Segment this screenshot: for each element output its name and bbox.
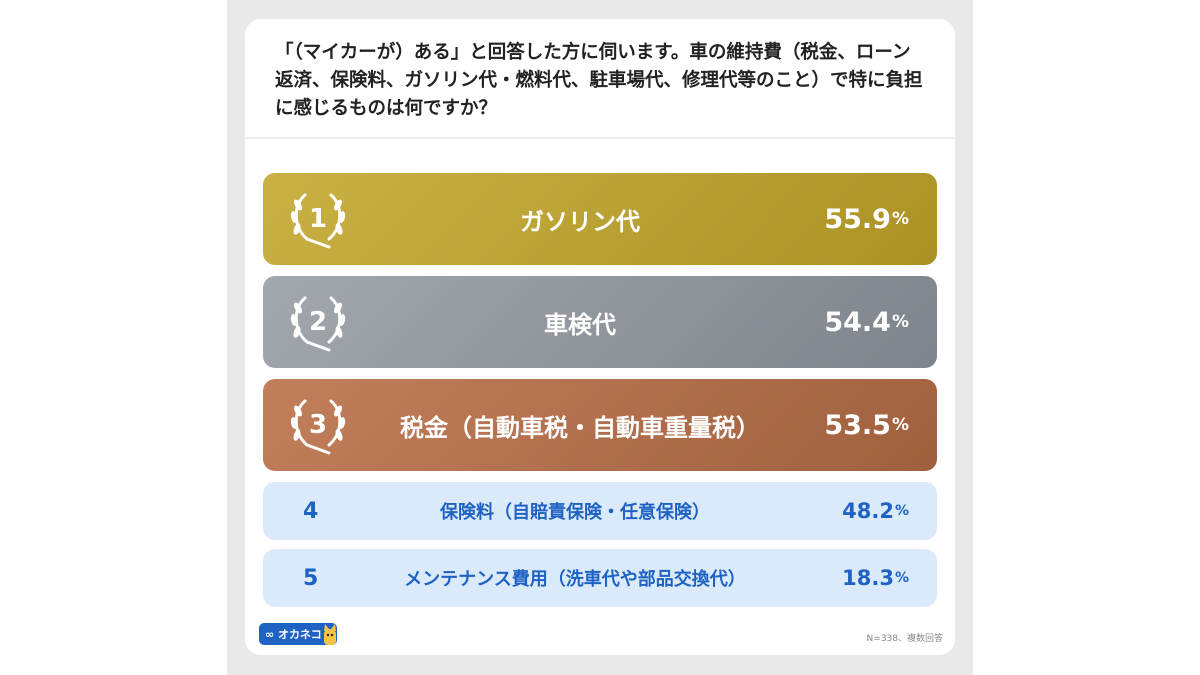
rank-number: 4 <box>303 498 319 524</box>
divider <box>245 137 955 139</box>
rank-row-1: 1 ガソリン代 55.9% <box>263 173 937 265</box>
unit-label: % <box>894 503 909 519</box>
row-value: 18.3% <box>842 549 909 607</box>
rank-number: 2 <box>309 307 327 337</box>
value-number: 54.4 <box>824 306 891 338</box>
row-label: メンテナンス費用（洗車代や部品交換代） <box>404 569 746 590</box>
value-number: 48.2 <box>842 499 894 523</box>
unit-label: % <box>891 415 909 435</box>
sample-note: N=338、複数回答 <box>866 634 943 644</box>
okaneko-logo: ∞ オカネコ <box>259 623 337 645</box>
rank-row-5: 5 メンテナンス費用（洗車代や部品交換代） 18.3% <box>263 549 937 607</box>
cat-mascot-icon <box>324 624 336 645</box>
value-number: 53.5 <box>824 409 891 441</box>
question-text: 「（マイカーが）ある」と回答した方に伺います。車の維持費（税金、ローン返済、保険… <box>275 42 923 119</box>
laurel-wreath-icon: 2 <box>290 296 346 352</box>
logo-text: ∞ オカネコ <box>265 628 322 641</box>
unit-label: % <box>894 570 909 586</box>
row-value: 53.5% <box>824 379 909 471</box>
value-number: 55.9 <box>824 203 891 235</box>
row-value: 54.4% <box>824 276 909 368</box>
row-value: 48.2% <box>842 482 909 540</box>
laurel-wreath-icon: 3 <box>290 399 346 455</box>
rank-number: 1 <box>309 204 327 234</box>
rank-row-3: 3 税金（自動車税・自動車重量税） 53.5% <box>263 379 937 471</box>
rank-number: 3 <box>309 410 327 440</box>
row-value: 55.9% <box>824 173 909 265</box>
rank-number: 5 <box>303 565 319 591</box>
row-label: 車検代 <box>544 310 616 339</box>
row-label: 保険料（自賠責保険・任意保険） <box>440 502 710 523</box>
row-label: 税金（自動車税・自動車重量税） <box>400 413 760 442</box>
row-label: ガソリン代 <box>520 207 640 236</box>
value-number: 18.3 <box>842 566 894 590</box>
rank-row-2: 2 車検代 54.4% <box>263 276 937 368</box>
unit-label: % <box>891 209 909 229</box>
result-card: 「（マイカーが）ある」と回答した方に伺います。車の維持費（税金、ローン返済、保険… <box>245 19 955 655</box>
laurel-wreath-icon: 1 <box>290 193 346 249</box>
rank-row-4: 4 保険料（自賠責保険・任意保険） 48.2% <box>263 482 937 540</box>
unit-label: % <box>891 312 909 332</box>
